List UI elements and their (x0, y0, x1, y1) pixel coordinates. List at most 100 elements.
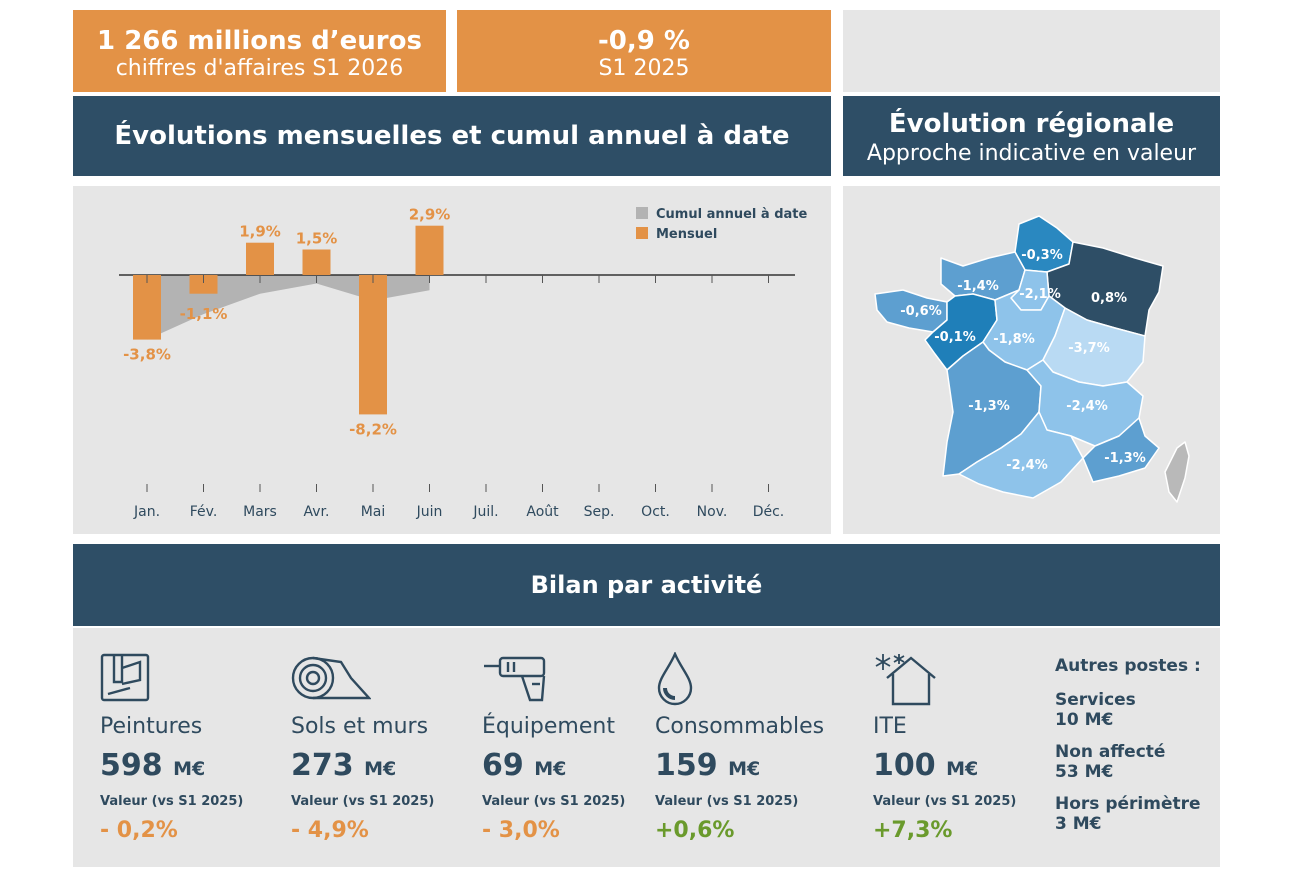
activity-change: - 0,2% (100, 818, 178, 843)
other-item-value: 53 M€ (1055, 762, 1114, 782)
activity-name: Consommables (655, 714, 825, 739)
activity-name: Sols et murs (291, 714, 429, 739)
region-label-aura: -2,4% (1066, 399, 1107, 414)
x-tick-label-6: Juil. (472, 504, 498, 520)
activity-amount-unit: M€ (728, 758, 761, 780)
other-item-services: Services 10 M€ (1055, 690, 1225, 730)
region-label-occitanie: -2,4% (1006, 458, 1047, 473)
region-label-pays-loire: -0,1% (934, 330, 975, 345)
x-tick-label-8: Sep. (584, 504, 615, 520)
region-occitanie (958, 411, 1084, 499)
activity-change: - 4,9% (291, 818, 369, 843)
regional-header: Évolution régionale Approche indicative … (843, 96, 1220, 176)
other-item-value: 3 M€ (1055, 814, 1102, 834)
chart-legend: Cumul annuel à date Mensuel (636, 207, 808, 242)
region-label-paca: -1,3% (1104, 451, 1145, 466)
activity-amount-value: 273 (291, 748, 354, 783)
other-item-label: Non affecté (1055, 742, 1166, 762)
monthly-chart: -3,8% -1,1% 1,9% 1,5% -8,2% 2,9% Jan. Fév. Mars… (119, 206, 808, 520)
legend-label-cumul: Cumul annuel à date (656, 207, 808, 222)
legend-label-mensuel: Mensuel (656, 227, 717, 242)
kpi-revenue-label: chiffres d'affaires S1 2026 (115, 56, 404, 81)
house-snow-icon (873, 652, 937, 710)
region-label-nord: -0,3% (1021, 248, 1062, 263)
activity-panel: Peintures 598 M€ Valeur (vs S1 2025) - 0… (73, 628, 1220, 867)
x-tick-label-9: Oct. (641, 504, 670, 520)
activity-change-label: Valeur (vs S1 2025) (291, 794, 435, 809)
x-tick-label-3: Avr. (304, 504, 330, 520)
bar-mensuel-0 (133, 275, 161, 340)
bar-mensuel-1 (189, 275, 218, 294)
other-item-non-affecte: Non affecté 53 M€ (1055, 742, 1225, 782)
other-item-value: 10 M€ (1055, 710, 1114, 730)
cumul-area (147, 275, 430, 340)
kpi-revenue: 1 266 millions d’euros chiffres d'affair… (73, 10, 446, 92)
activity-amount-unit: M€ (364, 758, 397, 780)
corsica (1164, 441, 1190, 503)
activity-amount: 159 M€ (655, 748, 760, 783)
x-tick-label-0: Jan. (133, 504, 160, 520)
x-tick-label-10: Nov. (697, 504, 728, 520)
x-tick-label-2: Mars (243, 504, 277, 520)
region-label-centre: -1,8% (993, 332, 1034, 347)
activity-amount-value: 69 (482, 748, 524, 783)
region-label-est: 0,8% (1091, 291, 1127, 306)
regional-map-panel: -0,3% 0,8% -1,4% -2,1% -0,6% -0,1% -1,8%… (843, 186, 1220, 534)
activity-change: +7,3% (873, 818, 953, 843)
activity-amount-value: 159 (655, 748, 718, 783)
bar-mensuel-3 (302, 249, 331, 275)
x-tick-label-5: Juin (416, 504, 443, 520)
monthly-chart-panel: -3,8% -1,1% 1,9% 1,5% -8,2% 2,9% Jan. Fév. Mars… (73, 186, 831, 534)
bar-mensuel-4 (359, 275, 387, 415)
kpi-change-label: S1 2025 (598, 56, 690, 81)
activity-title: Bilan par activité (530, 571, 763, 599)
activity-name: Peintures (100, 714, 203, 739)
x-tick-label-1: Fév. (190, 504, 218, 520)
kpi-change: -0,9 % S1 2025 (457, 10, 831, 92)
x-tick-label-11: Déc. (753, 504, 785, 520)
other-item-hors-perimetre: Hors périmètre 3 M€ (1055, 794, 1225, 834)
activity-amount-unit: M€ (173, 758, 206, 780)
region-label-bretagne: -0,6% (900, 304, 941, 319)
other-item-label: Services (1055, 690, 1136, 710)
activity-amount: 100 M€ (873, 748, 978, 783)
x-tick-label-7: Août (526, 504, 559, 520)
activity-name: ITE (873, 714, 907, 739)
region-nord (1014, 215, 1074, 273)
other-items: Autres postes : Services 10 M€ Non affec… (1055, 656, 1225, 846)
paint-bucket-icon (100, 652, 154, 708)
activity-change: +0,6% (655, 818, 735, 843)
drop-icon (655, 650, 695, 710)
activity-change: - 3,0% (482, 818, 560, 843)
activity-amount-value: 598 (100, 748, 163, 783)
activity-amount: 69 M€ (482, 748, 566, 783)
bar-label-1: -1,1% (180, 305, 228, 323)
x-tick-label-4: Mai (361, 504, 386, 520)
kpi-change-value: -0,9 % (598, 26, 690, 56)
activity-amount: 273 M€ (291, 748, 396, 783)
drill-icon (482, 652, 552, 708)
region-label-idf: -2,1% (1019, 287, 1060, 302)
bar-label-5: 2,9% (409, 206, 451, 224)
activity-amount-value: 100 (873, 748, 936, 783)
monthly-title: Évolutions mensuelles et cumul annuel à … (114, 121, 790, 151)
kpi-empty-box (843, 10, 1220, 92)
activity-amount-unit: M€ (946, 758, 979, 780)
bar-label-4: -8,2% (349, 420, 397, 438)
floor-roll-icon (291, 652, 372, 708)
bar-mensuel-2 (246, 242, 274, 275)
region-label-normandie: -1,4% (957, 279, 998, 294)
bar-label-2: 1,9% (239, 223, 281, 241)
legend-swatch-mensuel (636, 227, 648, 239)
kpi-revenue-value: 1 266 millions d’euros (97, 26, 422, 56)
activity-change-label: Valeur (vs S1 2025) (482, 794, 626, 809)
other-item-label: Hors périmètre (1055, 794, 1201, 814)
activity-change-label: Valeur (vs S1 2025) (100, 794, 244, 809)
region-paca (1082, 417, 1160, 483)
legend-swatch-cumul (636, 207, 648, 219)
activity-amount: 598 M€ (100, 748, 205, 783)
other-title: Autres postes : (1055, 656, 1201, 676)
regional-subtitle: Approche indicative en valeur (866, 141, 1197, 166)
activity-amount-unit: M€ (534, 758, 567, 780)
activity-change-label: Valeur (vs S1 2025) (873, 794, 1017, 809)
